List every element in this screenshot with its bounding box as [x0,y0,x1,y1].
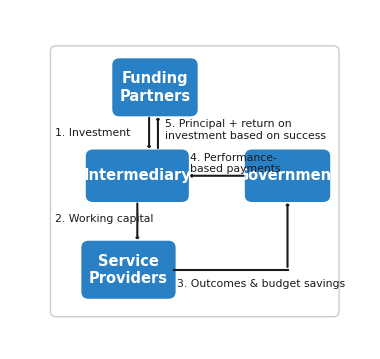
Text: 1. Investment: 1. Investment [55,128,130,138]
Text: Government: Government [236,168,339,183]
Text: Intermediary: Intermediary [84,168,191,183]
Text: Funding
Partners: Funding Partners [119,71,190,103]
Text: 5. Principal + return on
investment based on success: 5. Principal + return on investment base… [165,119,326,141]
FancyBboxPatch shape [81,241,176,299]
Text: 4. Performance-
based payments: 4. Performance- based payments [190,153,281,174]
FancyBboxPatch shape [112,58,198,116]
FancyBboxPatch shape [86,149,189,202]
Text: 2. Working capital: 2. Working capital [55,214,153,224]
Text: Service
Providers: Service Providers [89,253,168,286]
Text: 3. Outcomes & budget savings: 3. Outcomes & budget savings [177,279,345,289]
FancyBboxPatch shape [245,149,330,202]
